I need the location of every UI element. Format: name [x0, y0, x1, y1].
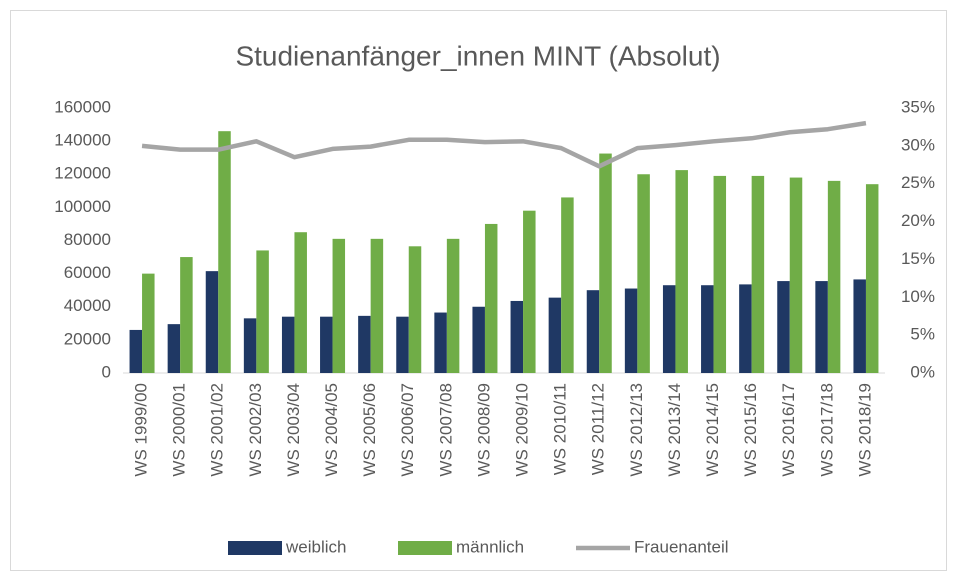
x-tick-label: WS 2002/03 [246, 383, 265, 477]
x-tick-label: WS 2005/06 [360, 383, 379, 477]
bar [739, 284, 752, 373]
bar [205, 271, 219, 373]
bar [599, 153, 612, 373]
bar [853, 279, 866, 373]
y-tick-label: 20000 [64, 329, 111, 348]
x-tick-label: WS 1999/00 [132, 383, 151, 477]
x-tick-label: WS 2011/12 [589, 383, 608, 475]
bar [662, 285, 676, 373]
y-tick-label: 80000 [64, 230, 111, 249]
bar [408, 246, 422, 373]
bar [472, 306, 485, 373]
y2-tick-label: 5% [910, 325, 935, 344]
bar [256, 250, 269, 373]
x-tick-label: WS 2015/16 [741, 383, 760, 477]
x-tick-label: WS 2014/15 [703, 383, 722, 477]
x-tick-label: WS 2006/07 [398, 383, 417, 477]
x-tick-label: WS 2012/13 [627, 383, 646, 477]
bar [865, 184, 879, 373]
chart-title: Studienanfänger_innen MINT (Absolut) [235, 40, 720, 71]
bar [624, 288, 638, 373]
bar [320, 316, 333, 373]
x-tick-label: WS 2010/11 [551, 383, 570, 475]
bar [434, 312, 447, 373]
bar [358, 315, 371, 373]
bar [827, 180, 841, 373]
bar [243, 318, 257, 373]
bar [167, 324, 181, 373]
bar [510, 300, 524, 373]
bar [218, 131, 231, 373]
bar [789, 177, 803, 373]
y2-tick-label: 10% [901, 287, 935, 306]
bar [484, 223, 498, 373]
y-tick-label: 40000 [64, 296, 111, 315]
y2-tick-label: 25% [901, 173, 935, 192]
bar [637, 174, 650, 373]
bar [332, 238, 346, 373]
bar [777, 281, 790, 373]
x-tick-label: WS 2000/01 [170, 383, 189, 477]
bar [751, 175, 765, 373]
x-tick-label: WS 2004/05 [322, 383, 341, 477]
y2-tick-label: 20% [901, 211, 935, 230]
y-tick-label: 140000 [54, 131, 111, 150]
bar [281, 316, 295, 373]
bar [561, 197, 574, 373]
x-tick-label: WS 2008/09 [474, 383, 493, 477]
x-tick-label: WS 2003/04 [284, 383, 303, 477]
bar [548, 297, 562, 373]
y-tick-label: 100000 [54, 197, 111, 216]
bar [370, 238, 384, 373]
bar [675, 170, 688, 373]
x-tick-label: WS 2018/19 [855, 383, 874, 477]
bar [129, 329, 143, 373]
bar [446, 238, 460, 373]
y2-tick-label: 15% [901, 249, 935, 268]
x-tick-label: WS 2001/02 [208, 383, 227, 477]
x-tick-label: WS 2017/18 [817, 383, 836, 477]
bar [180, 257, 193, 373]
bar [396, 316, 409, 373]
y2-tick-label: 30% [901, 135, 935, 154]
bar [815, 281, 828, 373]
legend-swatch [398, 541, 452, 555]
x-tick-label: WS 2016/17 [779, 383, 798, 477]
y-tick-label: 160000 [54, 97, 111, 116]
bar [294, 232, 307, 373]
line-series [141, 120, 867, 169]
x-tick-label: WS 2009/10 [513, 383, 532, 477]
legend-label: männlich [456, 537, 524, 556]
y-tick-label: 60000 [64, 263, 111, 282]
bar [701, 285, 714, 373]
bar [142, 273, 155, 373]
y-tick-label: 120000 [54, 164, 111, 183]
x-tick-label: WS 2013/14 [665, 383, 684, 477]
x-tick-label: WS 2007/08 [436, 383, 455, 477]
y-tick-label: 0 [102, 362, 111, 381]
bar [586, 290, 600, 373]
y2-tick-label: 35% [901, 97, 935, 116]
y2-tick-label: 0% [910, 362, 935, 381]
bar [523, 210, 536, 373]
legend-swatch [228, 541, 282, 555]
legend-label: weiblich [285, 537, 346, 556]
bar [713, 175, 727, 373]
legend-label: Frauenanteil [634, 537, 729, 556]
